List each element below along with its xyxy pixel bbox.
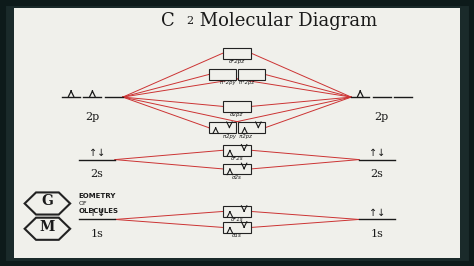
Text: 1s: 1s	[370, 229, 383, 239]
Text: σ2s: σ2s	[232, 175, 242, 180]
Text: ↑↓: ↑↓	[89, 208, 105, 218]
Text: 1s: 1s	[91, 229, 104, 239]
Bar	[223, 164, 251, 174]
Text: σ2pz: σ2pz	[230, 112, 244, 117]
Bar	[223, 145, 251, 156]
Text: σ*2pz: σ*2pz	[229, 59, 245, 64]
Text: 2p: 2p	[85, 112, 100, 122]
FancyBboxPatch shape	[14, 8, 460, 258]
Text: ↑↓: ↑↓	[369, 208, 385, 218]
Text: OF: OF	[78, 201, 87, 206]
Bar	[223, 206, 251, 217]
Text: ↑↓: ↑↓	[89, 148, 105, 158]
Bar	[223, 48, 251, 59]
Bar	[223, 222, 251, 233]
Text: 2: 2	[186, 16, 193, 26]
Text: 2s: 2s	[91, 169, 104, 179]
Text: 2p: 2p	[374, 112, 389, 122]
Text: Molecular Diagram: Molecular Diagram	[194, 12, 378, 30]
Text: C: C	[161, 12, 175, 30]
Bar	[237, 69, 265, 80]
Text: π*2py  π*2pz: π*2py π*2pz	[220, 80, 254, 85]
Text: σ*2s: σ*2s	[231, 156, 243, 161]
Text: EOMETRY: EOMETRY	[78, 193, 116, 198]
Text: G: G	[41, 194, 54, 208]
Bar	[237, 122, 265, 133]
Text: σ*1s: σ*1s	[231, 217, 243, 222]
Text: OLECULES: OLECULES	[78, 209, 118, 214]
Text: M: M	[40, 220, 55, 234]
Text: ↑↓: ↑↓	[369, 148, 385, 158]
Text: σ1s: σ1s	[232, 233, 242, 238]
Bar	[223, 101, 251, 112]
Text: π2py  π2pz: π2py π2pz	[223, 134, 251, 139]
Bar	[209, 69, 236, 80]
Bar	[209, 122, 236, 133]
Text: 2s: 2s	[370, 169, 383, 179]
